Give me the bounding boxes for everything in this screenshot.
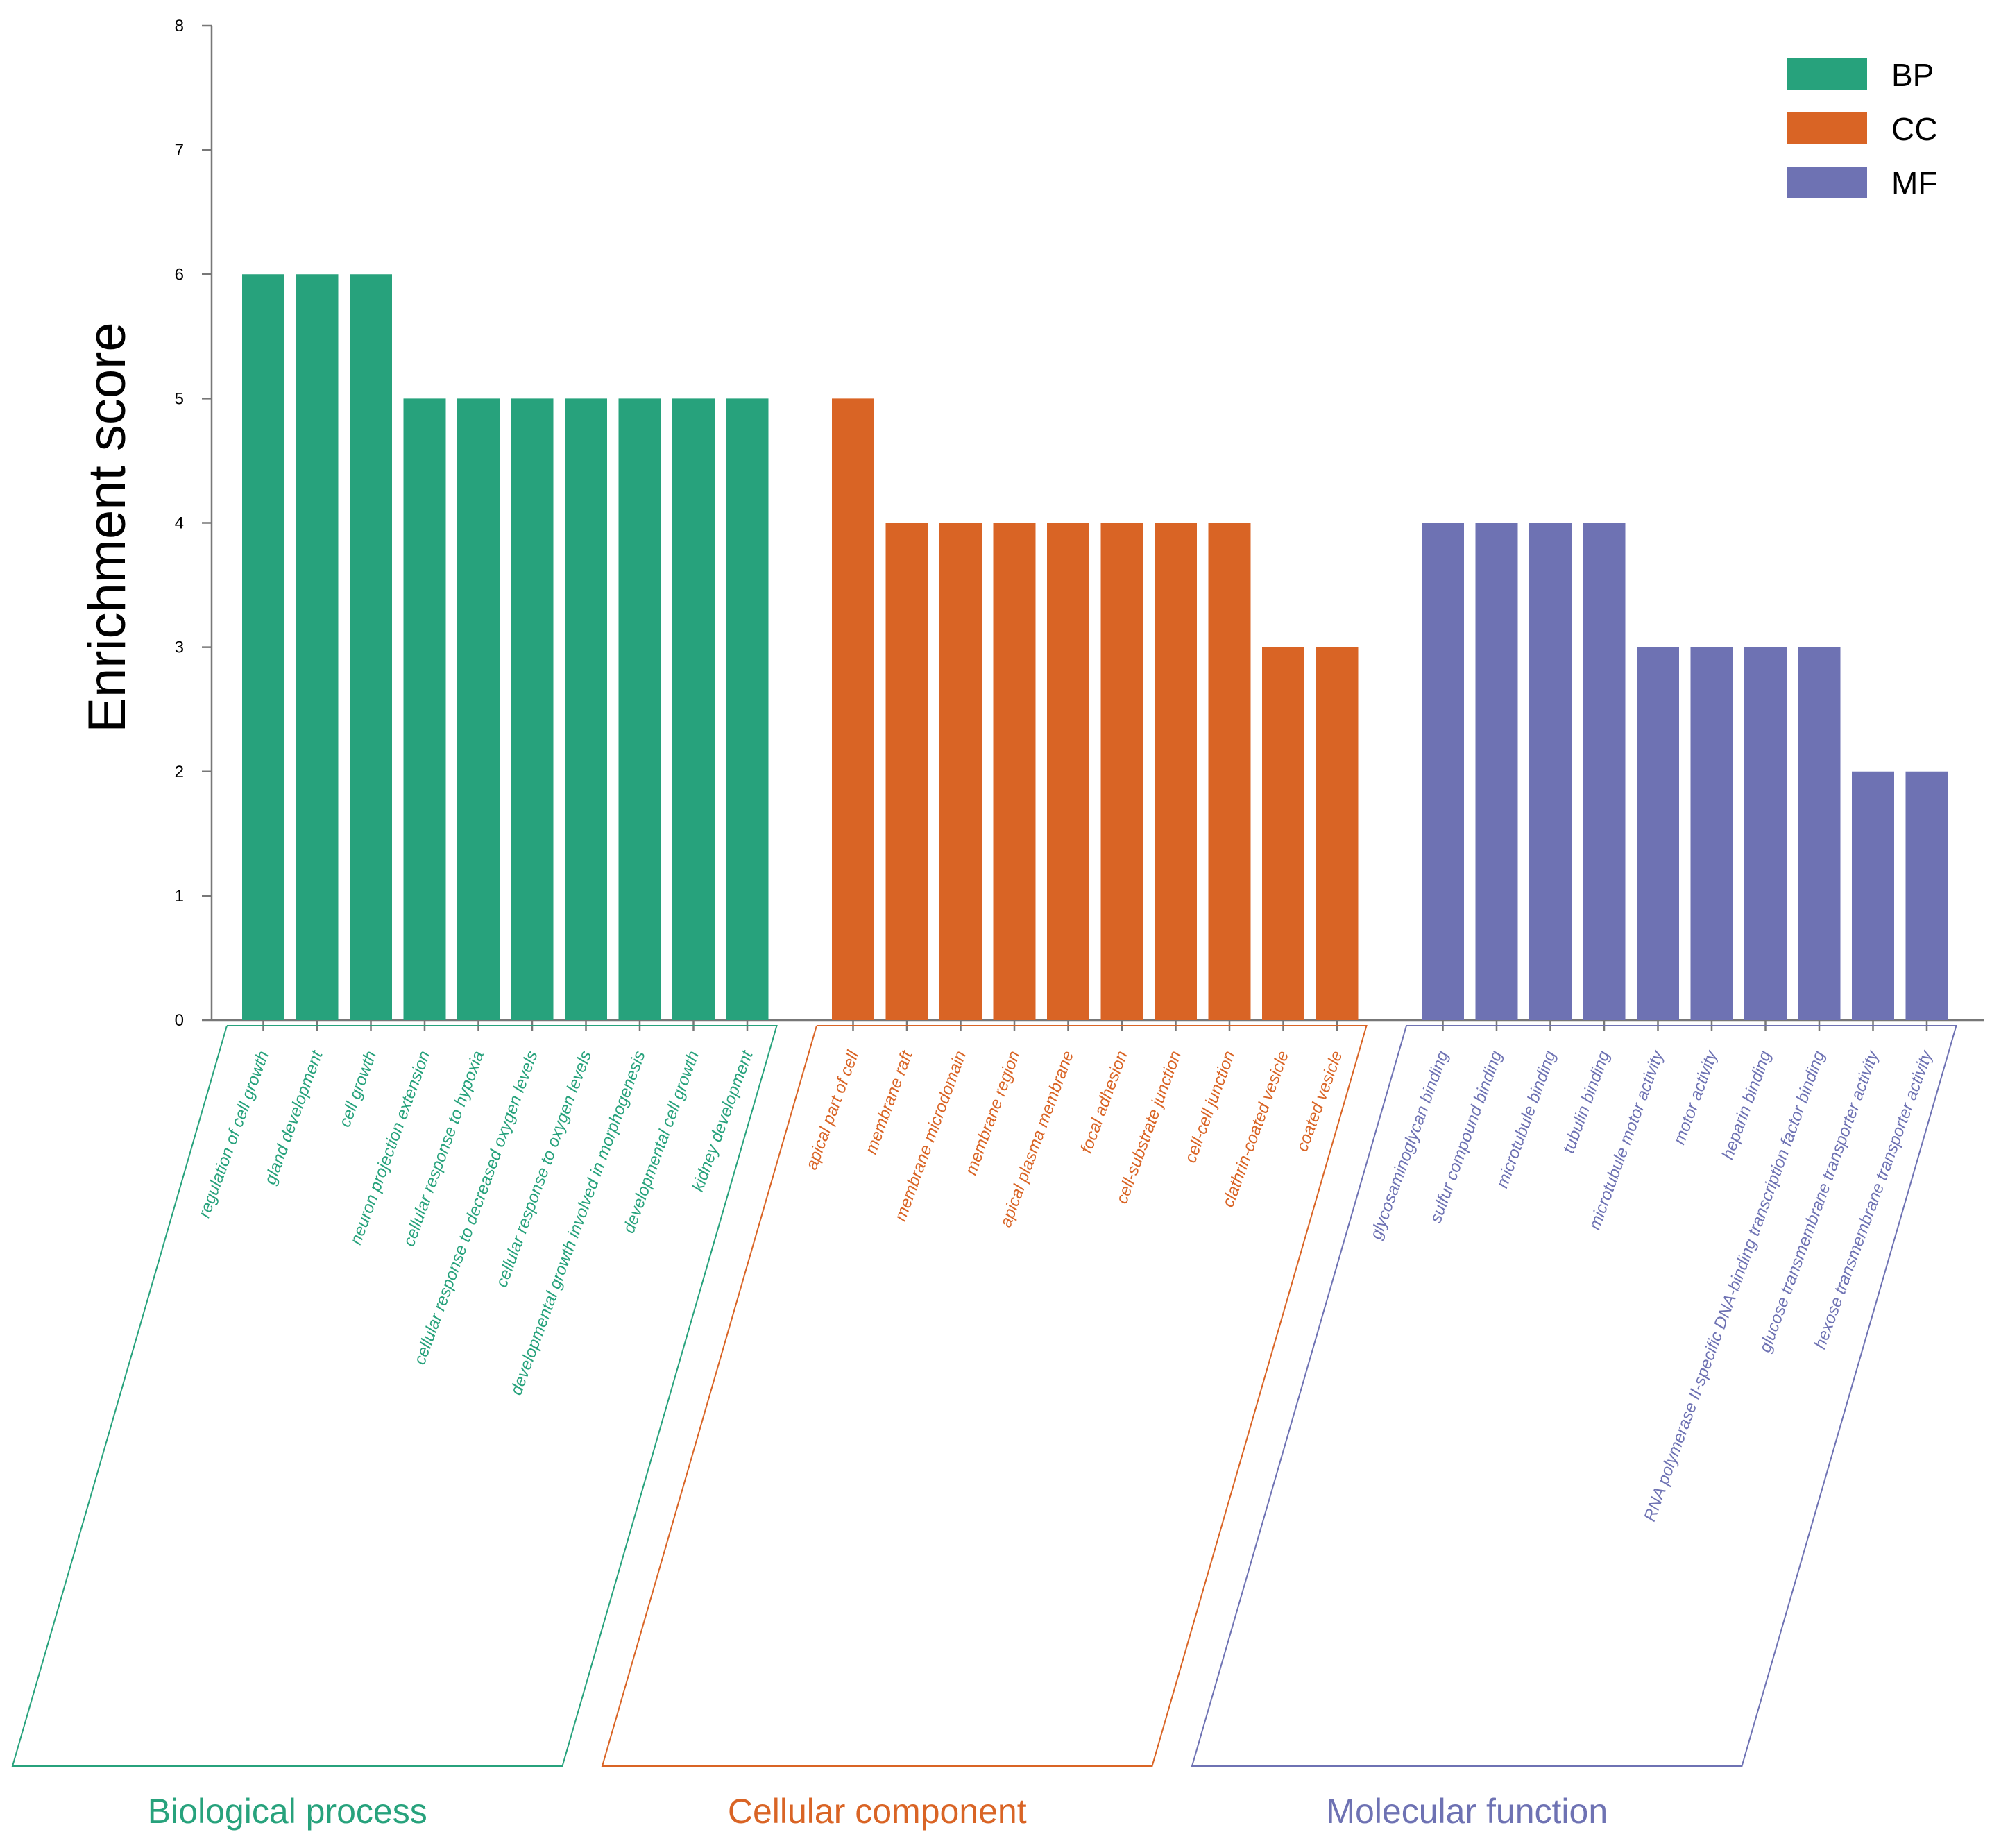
bar-mf-4: [1583, 523, 1626, 1020]
bar-mf-7: [1744, 647, 1787, 1020]
legend-label-mf: MF: [1891, 165, 1937, 201]
bar-mf-3: [1529, 523, 1572, 1020]
category-label: focal adhesion: [1077, 1049, 1131, 1156]
legend: BP CC MF: [1787, 57, 1937, 201]
bar-bp-7: [565, 398, 607, 1020]
bracket-cc: [601, 1025, 1368, 1767]
y-axis-label: Enrichment score: [78, 322, 137, 732]
category-label: cell-cell junction: [1181, 1049, 1238, 1165]
group-label-cc: Cellular component: [728, 1792, 1027, 1831]
bar-mf-1: [1422, 523, 1464, 1020]
bracket-bp: [11, 1025, 778, 1767]
category-label: membrane raft: [862, 1048, 917, 1157]
bar-mf-9: [1852, 771, 1894, 1020]
bar-cc-3: [939, 523, 982, 1020]
group-brackets: [11, 1025, 1957, 1767]
y-tick-label: 5: [175, 389, 184, 408]
bar-bp-5: [457, 398, 500, 1020]
bar-mf-10: [1905, 771, 1948, 1020]
legend-swatch-bp: [1787, 58, 1867, 90]
category-label: membrane region: [962, 1049, 1024, 1178]
bar-cc-10: [1316, 647, 1359, 1020]
category-label: heparin binding: [1719, 1048, 1776, 1162]
category-label: cell growth: [336, 1049, 381, 1130]
bar-bp-10: [726, 398, 769, 1020]
category-label: apical part of cell: [802, 1048, 862, 1172]
bar-cc-7: [1155, 523, 1197, 1020]
bar-mf-6: [1690, 647, 1733, 1020]
bars: [242, 274, 1948, 1020]
y-tick-label: 4: [175, 514, 184, 533]
bar-bp-9: [672, 398, 715, 1020]
axes: 0 1 2 3 4 5 6 7 8: [175, 17, 1984, 1031]
bar-mf-8: [1798, 647, 1841, 1020]
y-tick-label: 2: [175, 763, 184, 781]
bar-cc-2: [885, 523, 928, 1020]
bar-cc-1: [832, 398, 874, 1020]
legend-swatch-mf: [1787, 167, 1867, 198]
category-label: kidney development: [688, 1048, 757, 1194]
bar-bp-2: [296, 274, 339, 1020]
category-label: regulation of cell growth: [195, 1049, 273, 1220]
legend-swatch-cc: [1787, 112, 1867, 144]
group-label-mf: Molecular function: [1326, 1792, 1608, 1831]
bracket-mf: [1191, 1025, 1957, 1767]
legend-label-bp: BP: [1891, 57, 1934, 93]
y-tick-label: 6: [175, 265, 184, 284]
bar-cc-5: [1047, 523, 1089, 1020]
category-label: gland development: [261, 1048, 327, 1187]
bar-cc-9: [1262, 647, 1304, 1020]
category-label: motor activity: [1670, 1047, 1721, 1147]
group-label-bp: Biological process: [148, 1792, 427, 1831]
y-tick-label: 7: [175, 141, 184, 160]
bar-bp-1: [242, 274, 284, 1020]
y-tick-label: 8: [175, 17, 184, 35]
bar-bp-6: [511, 398, 554, 1020]
legend-label-cc: CC: [1891, 111, 1937, 147]
bar-mf-5: [1637, 647, 1679, 1020]
category-label: microtubule binding: [1493, 1048, 1560, 1190]
bar-cc-6: [1100, 523, 1143, 1020]
bar-bp-8: [618, 398, 661, 1020]
y-tick-label: 0: [175, 1011, 184, 1030]
category-label: coated vesicle: [1293, 1049, 1346, 1154]
bar-mf-2: [1475, 523, 1518, 1020]
group-labels: Biological process Cellular component Mole…: [148, 1792, 1608, 1831]
category-label: tubulin binding: [1559, 1048, 1614, 1155]
bar-bp-4: [403, 398, 446, 1020]
bar-cc-8: [1208, 523, 1251, 1020]
category-label: cellular response to oxygen levels: [493, 1049, 596, 1290]
bar-cc-4: [993, 523, 1036, 1020]
bar-bp-3: [350, 274, 392, 1020]
y-tick-label: 1: [175, 887, 184, 906]
y-tick-label: 3: [175, 638, 184, 657]
